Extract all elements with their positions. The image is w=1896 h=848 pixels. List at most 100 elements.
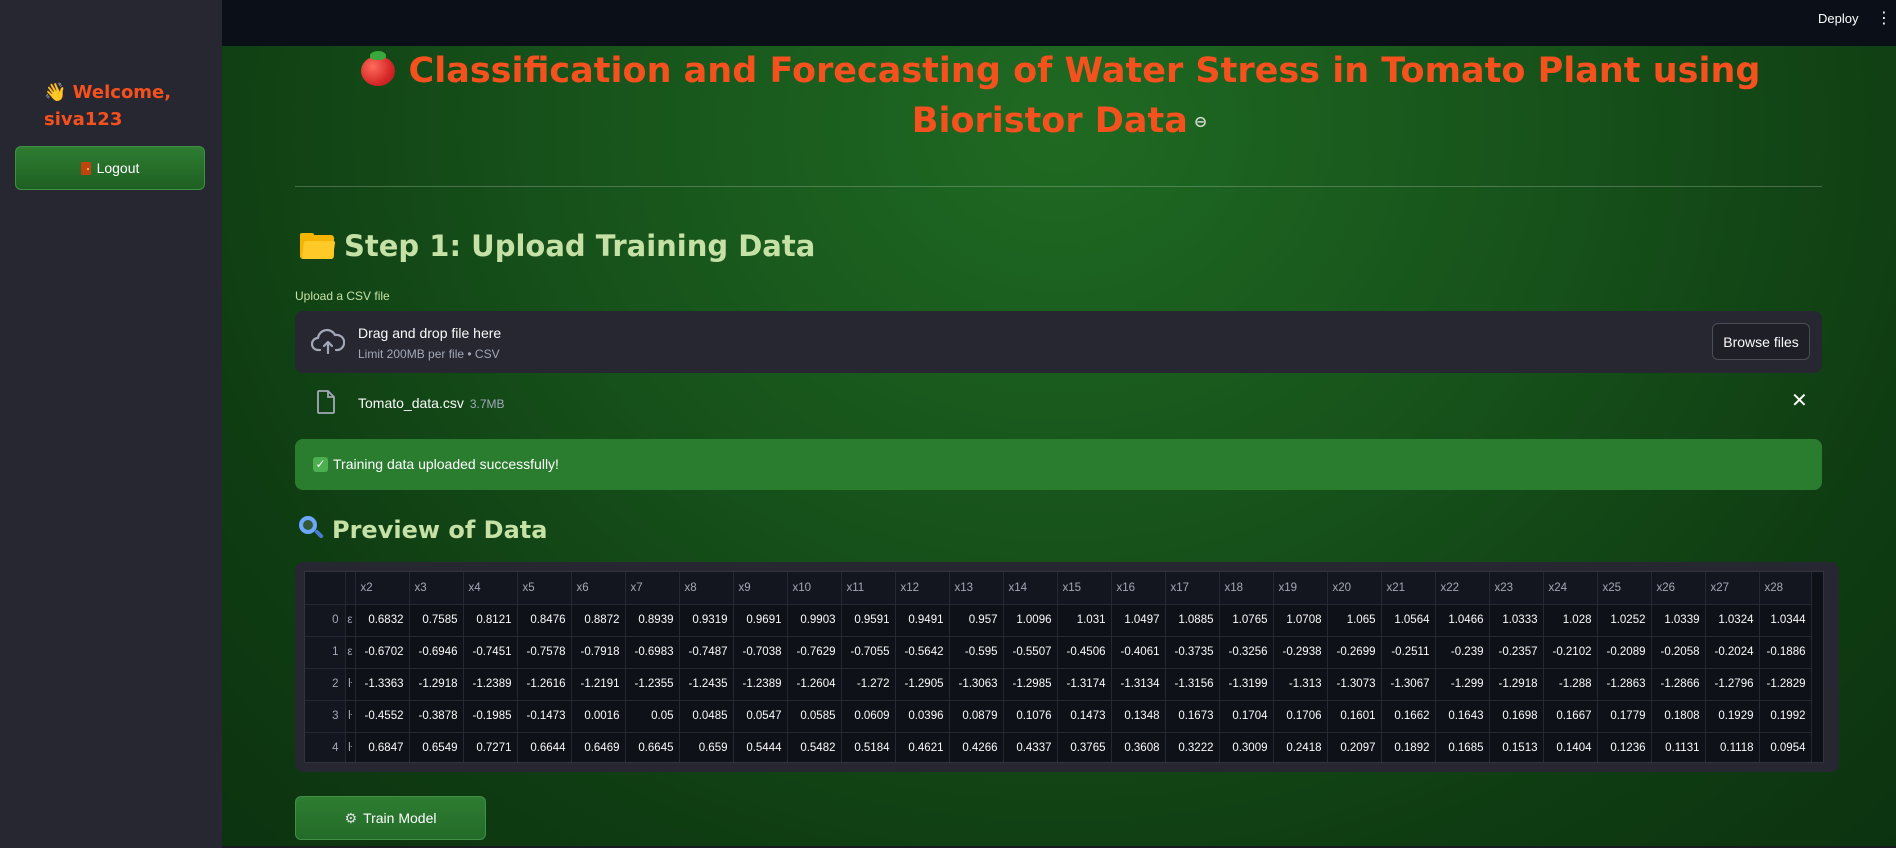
table-cell[interactable]: -0.1886: [1759, 636, 1812, 669]
table-cell[interactable]: -0.1985: [463, 700, 518, 733]
table-cell[interactable]: 0.0954: [1759, 732, 1812, 762]
table-cell[interactable]: 0.9903: [787, 604, 842, 637]
table-cell[interactable]: -0.6702: [355, 636, 410, 669]
table-cell[interactable]: 0.1779: [1597, 700, 1652, 733]
column-header[interactable]: x5: [517, 572, 572, 605]
table-cell[interactable]: 0.3009: [1219, 732, 1274, 762]
column-header[interactable]: x26: [1651, 572, 1706, 605]
table-cell[interactable]: 0.3222: [1165, 732, 1220, 762]
table-cell[interactable]: -1.2389: [463, 668, 518, 701]
table-cell[interactable]: -1.272: [841, 668, 896, 701]
table-cell[interactable]: 0.1685: [1435, 732, 1490, 762]
table-cell[interactable]: 0.1076: [1003, 700, 1058, 733]
table-cell[interactable]: 1.0252: [1597, 604, 1652, 637]
table-cell[interactable]: -1.288: [1543, 668, 1598, 701]
table-cell[interactable]: -0.7487: [679, 636, 734, 669]
table-cell[interactable]: 1.028: [1543, 604, 1598, 637]
table-cell[interactable]: 0.1404: [1543, 732, 1598, 762]
table-cell[interactable]: 1.0765: [1219, 604, 1274, 637]
table-cell[interactable]: -0.2102: [1543, 636, 1598, 669]
table-cell[interactable]: -1.3174: [1057, 668, 1112, 701]
table-cell[interactable]: -1.3363: [355, 668, 410, 701]
table-cell[interactable]: 0.5482: [787, 732, 842, 762]
table-cell[interactable]: -1.3156: [1165, 668, 1220, 701]
table-cell[interactable]: 0.1892: [1381, 732, 1436, 762]
column-header[interactable]: x7: [625, 572, 680, 605]
table-cell[interactable]: 1.065: [1327, 604, 1382, 637]
table-cell[interactable]: -1.3063: [949, 668, 1004, 701]
table-cell[interactable]: -0.4506: [1057, 636, 1112, 669]
table-cell[interactable]: -0.2511: [1381, 636, 1436, 669]
table-cell[interactable]: -1.2866: [1651, 668, 1706, 701]
table-cell[interactable]: 0.5444: [733, 732, 788, 762]
table-cell[interactable]: 0.8939: [625, 604, 680, 637]
table-cell[interactable]: 0.1643: [1435, 700, 1490, 733]
table-cell[interactable]: -1.2389: [733, 668, 788, 701]
table-cell[interactable]: 0.1667: [1543, 700, 1598, 733]
table-cell[interactable]: 0.1992: [1759, 700, 1812, 733]
table-cell[interactable]: -0.2058: [1651, 636, 1706, 669]
table-cell[interactable]: 1.0333: [1489, 604, 1544, 637]
table-cell[interactable]: -1.2435: [679, 668, 734, 701]
column-header[interactable]: x19: [1273, 572, 1328, 605]
table-cell[interactable]: 0.1808: [1651, 700, 1706, 733]
data-table-viewport[interactable]: x2 x3 x4 x5 x6 x7 x8 x9 x10 x11 x12 x13 …: [304, 571, 1824, 763]
table-cell[interactable]: 0.957: [949, 604, 1004, 637]
column-header[interactable]: x18: [1219, 572, 1274, 605]
table-cell[interactable]: -1.313: [1273, 668, 1328, 701]
table-cell[interactable]: -1.2918: [409, 668, 464, 701]
table-cell[interactable]: -0.7038: [733, 636, 788, 669]
table-cell[interactable]: 0.0879: [949, 700, 1004, 733]
table-cell[interactable]: -1.3134: [1111, 668, 1166, 701]
column-header[interactable]: x4: [463, 572, 518, 605]
table-cell[interactable]: 0.9691: [733, 604, 788, 637]
column-header[interactable]: x9: [733, 572, 788, 605]
column-header[interactable]: x21: [1381, 572, 1436, 605]
table-cell[interactable]: -1.2796: [1705, 668, 1760, 701]
table-cell[interactable]: 0.6645: [625, 732, 680, 762]
table-cell[interactable]: 0.0396: [895, 700, 950, 733]
table-cell[interactable]: 0.1929: [1705, 700, 1760, 733]
table-cell[interactable]: 0.0609: [841, 700, 896, 733]
table-cell[interactable]: -0.2357: [1489, 636, 1544, 669]
table-cell[interactable]: 0.0485: [679, 700, 734, 733]
table-cell[interactable]: -0.595: [949, 636, 1004, 669]
column-header[interactable]: x28: [1759, 572, 1812, 605]
table-cell[interactable]: 0.1118: [1705, 732, 1760, 762]
table-cell[interactable]: -1.2863: [1597, 668, 1652, 701]
column-header[interactable]: x14: [1003, 572, 1058, 605]
table-cell[interactable]: -0.5642: [895, 636, 950, 669]
table-cell[interactable]: 0.6832: [355, 604, 410, 637]
table-cell[interactable]: -0.4061: [1111, 636, 1166, 669]
file-dropzone[interactable]: Drag and drop file here Limit 200MB per …: [295, 311, 1822, 373]
table-cell[interactable]: 0.6644: [517, 732, 572, 762]
table-cell[interactable]: -1.2355: [625, 668, 680, 701]
column-header[interactable]: x11: [841, 572, 896, 605]
table-cell[interactable]: 0.4266: [949, 732, 1004, 762]
table-cell[interactable]: 0.7585: [409, 604, 464, 637]
column-header[interactable]: x2: [355, 572, 410, 605]
column-header[interactable]: x24: [1543, 572, 1598, 605]
table-cell[interactable]: -0.2938: [1273, 636, 1328, 669]
table-cell[interactable]: -1.3073: [1327, 668, 1382, 701]
deploy-button[interactable]: Deploy: [1818, 11, 1859, 26]
table-cell[interactable]: 1.0708: [1273, 604, 1328, 637]
column-header[interactable]: x13: [949, 572, 1004, 605]
table-cell[interactable]: 0.8872: [571, 604, 626, 637]
column-header[interactable]: x8: [679, 572, 734, 605]
table-cell[interactable]: -1.2616: [517, 668, 572, 701]
table-cell[interactable]: 0.0585: [787, 700, 842, 733]
table-cell[interactable]: 0.9591: [841, 604, 896, 637]
table-cell[interactable]: 0.8476: [517, 604, 572, 637]
table-cell[interactable]: 0.2418: [1273, 732, 1328, 762]
table-cell[interactable]: 0.1131: [1651, 732, 1706, 762]
table-cell[interactable]: 0.0547: [733, 700, 788, 733]
table-cell[interactable]: -1.2604: [787, 668, 842, 701]
table-cell[interactable]: 0.4621: [895, 732, 950, 762]
table-cell[interactable]: 0.1601: [1327, 700, 1382, 733]
table-cell[interactable]: 1.0324: [1705, 604, 1760, 637]
train-model-button[interactable]: ⚙ Train Model: [295, 796, 486, 840]
table-cell[interactable]: -1.2829: [1759, 668, 1812, 701]
table-cell[interactable]: 0.1704: [1219, 700, 1274, 733]
table-cell[interactable]: 0.6847: [355, 732, 410, 762]
